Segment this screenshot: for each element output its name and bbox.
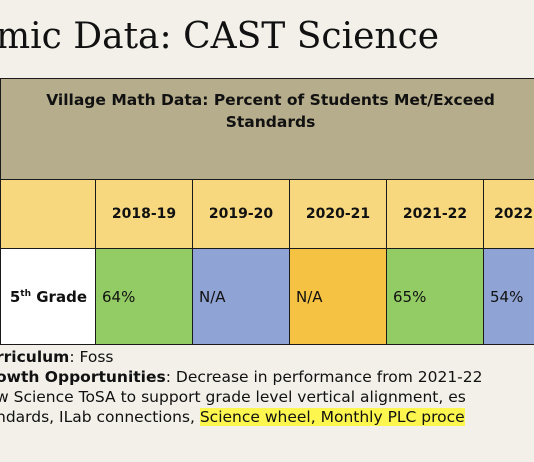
grade-number: 5: [9, 287, 21, 306]
grade-row: 5th Grade 64% N/A N/A 65% 54%: [0, 248, 534, 345]
value-cell: 65%: [386, 248, 484, 345]
value-cell: N/A: [289, 248, 387, 345]
growth-line-3: w Science ToSA to support grade level ve…: [0, 388, 466, 406]
year-cell: 2018-19: [95, 179, 193, 249]
notes: rriculum: Foss owth Opportunities: Decre…: [0, 347, 534, 427]
curriculum-value: : Foss: [69, 348, 114, 366]
growth-text: : Decrease in performance from 2021-22: [165, 368, 483, 386]
growth-label: owth Opportunities: [0, 368, 166, 386]
table-header-row: Village Math Data: Percent of Students M…: [0, 78, 534, 180]
year-cell: 2021-22: [386, 179, 484, 249]
table-header: Village Math Data: Percent of Students M…: [0, 78, 534, 180]
growth-line-4-text: ndards, ILab connections,: [0, 408, 200, 426]
value-cell: N/A: [192, 248, 290, 345]
year-cell: 2019-20: [192, 179, 290, 249]
curriculum-line: rriculum: Foss: [0, 347, 534, 367]
grade-word: Grade: [36, 287, 87, 306]
growth-line: owth Opportunities: Decrease in performa…: [0, 367, 534, 387]
year-row: 2018-19 2019-20 2020-21 2021-22 2022: [0, 179, 534, 249]
grade-suffix: th: [20, 288, 32, 299]
grade-label-cell: 5th Grade: [0, 248, 96, 345]
data-table: Village Math Data: Percent of Students M…: [0, 78, 534, 345]
value-cell: 54%: [482, 248, 534, 345]
year-cell: 2020-21: [289, 179, 387, 249]
curriculum-label: rriculum: [0, 348, 70, 366]
table-header-line2: Standards: [225, 113, 316, 131]
table-header-line1: Village Math Data: Percent of Students M…: [46, 91, 495, 109]
highlighted-text: Science wheel, Monthly PLC proce: [199, 408, 465, 426]
year-cell: 2022: [482, 179, 534, 249]
year-blank-cell: [0, 179, 96, 249]
growth-line-4: ndards, ILab connections, Science wheel,…: [0, 407, 534, 427]
page-title: mic Data: CAST Science: [0, 16, 440, 57]
value-cell: 64%: [95, 248, 193, 345]
